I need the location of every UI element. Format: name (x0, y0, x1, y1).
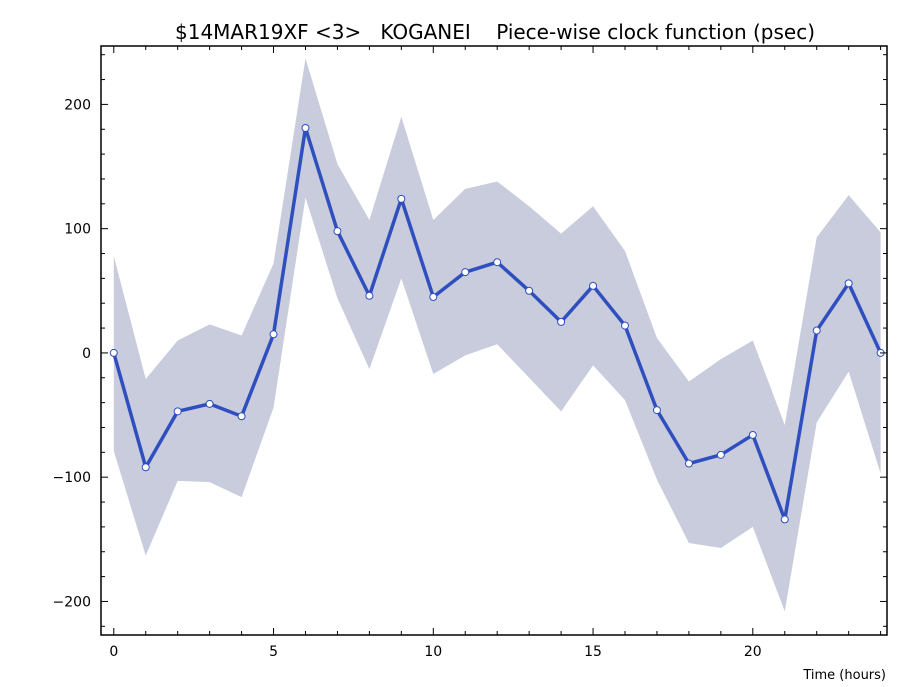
data-point (621, 321, 629, 330)
y-tick-label: 200 (64, 97, 91, 113)
data-point (812, 326, 821, 335)
x-tick-label: 20 (744, 644, 762, 660)
data-point (397, 194, 406, 203)
data-point (141, 463, 150, 472)
data-point (780, 515, 789, 524)
axis-ticks: −200 −100 0 100 200 0 5 10 15 20 (53, 46, 887, 660)
data-point (716, 450, 725, 459)
data-point (429, 293, 438, 302)
data-point (652, 406, 661, 415)
y-tick-label: 0 (82, 346, 91, 362)
data-point (684, 459, 693, 468)
chart-title: $14MAR19XF <3> KOGANEI Piece-wise clock … (175, 20, 815, 44)
data-point (333, 227, 342, 236)
data-point (461, 268, 470, 277)
data-point (365, 291, 374, 300)
plot-area (109, 58, 885, 612)
data-point (493, 258, 502, 267)
data-point (205, 399, 214, 408)
y-tick-label: 100 (64, 222, 91, 238)
x-tick-label: 5 (269, 644, 278, 660)
data-point (589, 281, 598, 290)
uncertainty-band (113, 58, 881, 612)
data-point (748, 430, 757, 439)
data-point (237, 412, 246, 421)
data-point (109, 348, 118, 357)
x-axis-label: Time (hours) (802, 668, 886, 683)
x-tick-label: 0 (109, 644, 118, 660)
data-point (173, 407, 182, 416)
plot-frame (100, 45, 888, 636)
data-point (301, 124, 310, 133)
x-tick-label: 10 (424, 644, 442, 660)
x-tick-label: 15 (584, 644, 602, 660)
y-tick-label: −200 (53, 594, 91, 610)
data-point (557, 317, 566, 326)
data-point (844, 279, 853, 288)
y-tick-label: −100 (53, 470, 91, 486)
data-point (269, 330, 278, 339)
data-point (525, 286, 534, 295)
